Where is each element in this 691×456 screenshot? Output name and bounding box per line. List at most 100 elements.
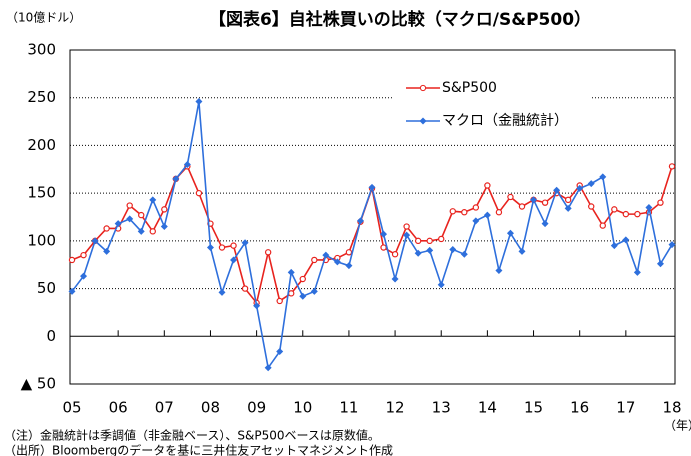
- point: [472, 217, 480, 225]
- point: [576, 184, 584, 192]
- point: [438, 235, 445, 243]
- point: [483, 211, 491, 219]
- note: （注）金融統計は季調値（非金融ベース）、S&P500ベースは原数値。: [4, 428, 380, 443]
- x-tick-label: 17: [616, 399, 635, 417]
- plot-frame: [69, 49, 676, 385]
- point: [288, 290, 295, 297]
- point: [633, 268, 641, 276]
- point: [553, 186, 561, 194]
- point: [230, 242, 237, 249]
- point: [253, 302, 261, 310]
- point: [495, 209, 503, 216]
- y-tick-label: 200: [27, 136, 56, 154]
- legend-marker: [419, 117, 427, 125]
- point: [68, 256, 76, 264]
- point: [126, 215, 134, 223]
- x-tick-label: 15: [524, 399, 543, 417]
- point: [218, 244, 226, 251]
- point: [299, 275, 306, 283]
- point: [506, 229, 514, 237]
- y-tick-label: 300: [27, 41, 56, 59]
- point: [172, 175, 180, 183]
- point: [495, 266, 503, 274]
- point: [611, 206, 618, 213]
- point: [137, 227, 145, 235]
- point: [391, 275, 399, 283]
- x-tick-label: 11: [339, 399, 358, 417]
- point: [149, 196, 157, 204]
- y-tick-label: 150: [27, 184, 56, 202]
- point: [138, 211, 145, 219]
- point: [287, 268, 295, 276]
- point: [668, 163, 676, 170]
- y-unit: （10億ドル）: [6, 11, 81, 25]
- x-tick-label: 10: [293, 399, 312, 417]
- y-tick-label: 0: [46, 327, 56, 345]
- point: [241, 239, 249, 247]
- point: [276, 297, 283, 305]
- point: [507, 193, 514, 201]
- point: [356, 217, 364, 225]
- y-tick-label: 100: [27, 231, 56, 249]
- point: [541, 199, 549, 206]
- series-line: [71, 101, 673, 370]
- point: [461, 209, 468, 216]
- point: [530, 196, 538, 204]
- point: [426, 246, 434, 254]
- point: [368, 183, 376, 191]
- y-tick-label: 50: [37, 279, 56, 297]
- point: [426, 237, 433, 245]
- point: [587, 180, 595, 188]
- point: [588, 203, 595, 210]
- point: [634, 210, 641, 218]
- point: [161, 206, 168, 213]
- x-tick-label: 13: [432, 399, 451, 417]
- point: [449, 245, 457, 253]
- point: [345, 249, 353, 256]
- point: [206, 244, 214, 252]
- point: [403, 223, 410, 230]
- point: [599, 222, 606, 229]
- legend-marker: [419, 84, 427, 92]
- point: [437, 281, 445, 289]
- point: [68, 287, 76, 295]
- point: [414, 237, 422, 245]
- point: [564, 196, 572, 204]
- point: [195, 189, 203, 197]
- x-tick-label: 05: [62, 399, 81, 417]
- point: [230, 256, 238, 264]
- point: [656, 260, 664, 268]
- point: [380, 230, 388, 238]
- point: [380, 244, 387, 251]
- x-tick-label: 18: [662, 399, 681, 417]
- point: [103, 247, 111, 255]
- point: [657, 199, 664, 206]
- point: [518, 203, 526, 210]
- point: [310, 287, 318, 295]
- legend-label: マクロ（金融統計）: [442, 113, 568, 129]
- point: [195, 98, 203, 106]
- x-tick-label: 06: [109, 399, 128, 417]
- point: [183, 161, 191, 169]
- source: （出所）Bloombergのデータを基に三井住友アセットマネジメント作成: [4, 443, 393, 456]
- legend-label: S&P500: [442, 80, 497, 96]
- x-tick-label: 08: [201, 399, 220, 417]
- x-tick-label: 16: [570, 399, 589, 417]
- point: [449, 208, 456, 215]
- point: [218, 288, 226, 296]
- point: [103, 225, 110, 232]
- point: [126, 202, 133, 209]
- x-tick-label: 14: [478, 399, 497, 417]
- point: [241, 285, 249, 292]
- point: [114, 220, 122, 228]
- point: [564, 204, 572, 212]
- point: [345, 262, 353, 270]
- point: [403, 231, 411, 239]
- point: [80, 251, 87, 259]
- point: [645, 203, 653, 211]
- point: [460, 250, 468, 258]
- point: [80, 272, 88, 280]
- chart-title: 【図表6】自社株買いの比較（マクロ/S&P500）: [209, 9, 591, 30]
- point: [91, 237, 99, 245]
